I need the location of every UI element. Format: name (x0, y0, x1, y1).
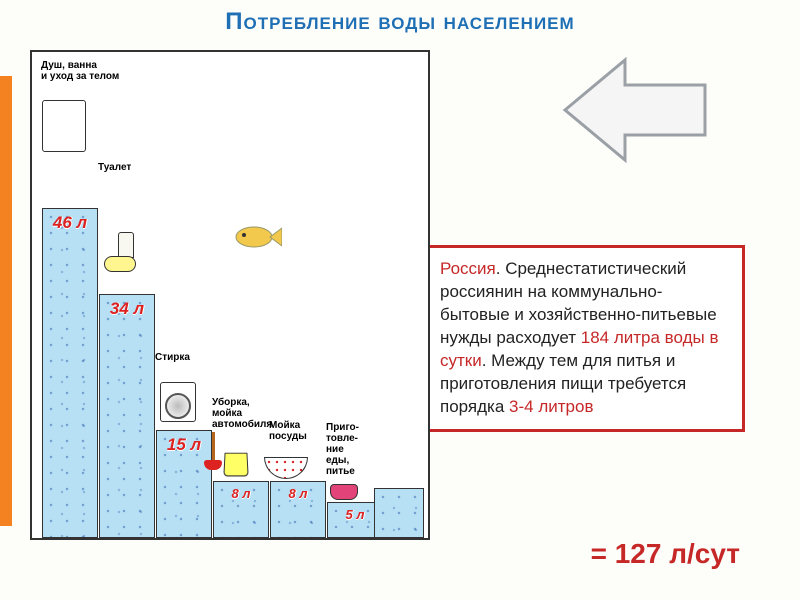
category-label: Душ, ваннаи уход за телом (41, 60, 119, 82)
accent-bar (0, 76, 12, 526)
bar-value-label: 34 л (100, 299, 154, 319)
bucket-icon (223, 453, 248, 477)
country-name: Россия (440, 259, 496, 278)
category-label: Приго-товле-ниееды,питье (326, 422, 359, 477)
category-label: Туалет (98, 162, 131, 173)
bar-2: 15 л (156, 430, 212, 538)
category-label: Мойкапосуды (269, 420, 307, 442)
bar-3: 8 л (213, 481, 269, 538)
fish-icon (232, 222, 282, 252)
bar-6 (374, 488, 424, 538)
bar-4: 8 л (270, 481, 326, 538)
category-label: Стирка (155, 352, 190, 363)
bar-value-label: 46 л (43, 213, 97, 233)
pot-icon (330, 484, 358, 500)
bar-value-label: 8 л (271, 486, 325, 501)
bar-1: 34 л (99, 294, 155, 538)
page-title: Потребление воды населением (0, 8, 800, 36)
shower-icon (42, 100, 86, 152)
info-highlight-2: 3-4 литров (509, 397, 593, 416)
bar-value-label: 15 л (157, 435, 211, 455)
consumption-chart: 46 л34 л15 л8 л8 л5 л Душ, ваннаи уход з… (30, 50, 430, 540)
toilet-icon (104, 232, 140, 274)
bar-value-label: 8 л (214, 486, 268, 501)
category-label: Уборка,мойкаавтомобиля (212, 397, 272, 430)
back-arrow-shape (555, 50, 715, 170)
washer-icon (160, 382, 196, 422)
total-per-day: = 127 л/сут (591, 538, 740, 570)
bar-0: 46 л (42, 208, 98, 538)
info-box: Россия. Среднестатистический россиянин н… (425, 245, 745, 432)
broom-icon (212, 432, 215, 462)
